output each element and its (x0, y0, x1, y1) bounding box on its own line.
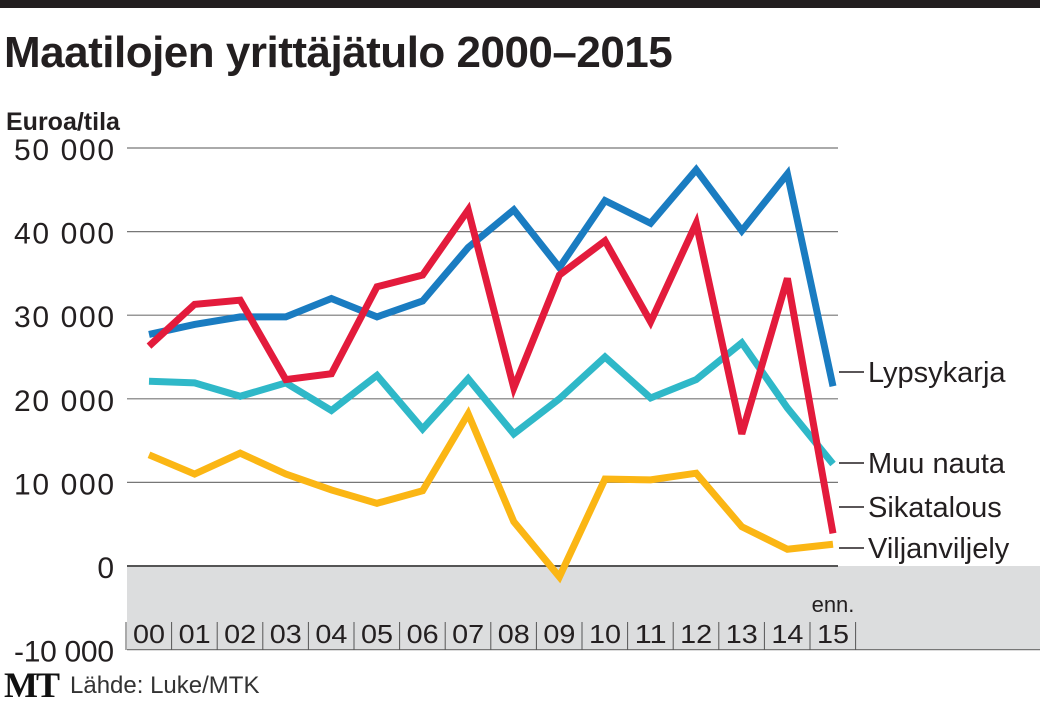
source-note: Lähde: Luke/MTK (70, 672, 260, 699)
y-tick-label: 0 (97, 552, 114, 585)
series-line-viljanviljely (147, 406, 834, 584)
x-tick-label: 00 (133, 619, 165, 649)
y-tick-label: -10 000 (14, 636, 114, 669)
y-tick-label: 40 000 (14, 218, 114, 251)
series-label: Sikatalous (868, 492, 1002, 524)
y-tick-label: 10 000 (14, 468, 114, 501)
y-axis-label: Euroa/tila (6, 108, 120, 136)
y-tick-label: 20 000 (14, 385, 114, 418)
y-tick-label: 30 000 (14, 301, 114, 334)
series-line-sikatalous (146, 201, 837, 535)
chart-title: Maatilojen yrittäjätulo 2000–2015 (4, 28, 673, 77)
series-line-lypsykarja (148, 164, 837, 387)
mt-logo: MT (4, 665, 60, 702)
x-tick-label: 07 (452, 619, 484, 649)
x-tick-label: 11 (635, 619, 667, 649)
x-annotation-enn: enn. (812, 592, 855, 617)
x-tick-label: 04 (315, 619, 347, 649)
top-rule (0, 0, 1040, 8)
series-label: Viljanviljely (868, 533, 1010, 565)
x-tick-label: 12 (680, 619, 712, 649)
series-label: Muu nauta (868, 448, 1006, 480)
series-label: Lypsykarja (868, 357, 1006, 389)
x-tick-label: 09 (543, 619, 575, 649)
x-tick-label: 06 (407, 619, 439, 649)
x-tick-label: 02 (224, 619, 256, 649)
negative-band (127, 566, 1040, 650)
x-tick-label: 14 (771, 619, 803, 649)
x-tick-label: 01 (179, 619, 211, 649)
x-tick-label: 03 (270, 619, 302, 649)
x-tick-label: 08 (498, 619, 530, 649)
x-tick-label: 13 (726, 619, 758, 649)
series-line-muu-nauta (148, 337, 836, 467)
x-tick-label: 05 (361, 619, 393, 649)
x-tick-label: 15 (817, 619, 849, 649)
x-tick-label: 10 (589, 619, 621, 649)
y-tick-label: 50 000 (14, 134, 114, 167)
